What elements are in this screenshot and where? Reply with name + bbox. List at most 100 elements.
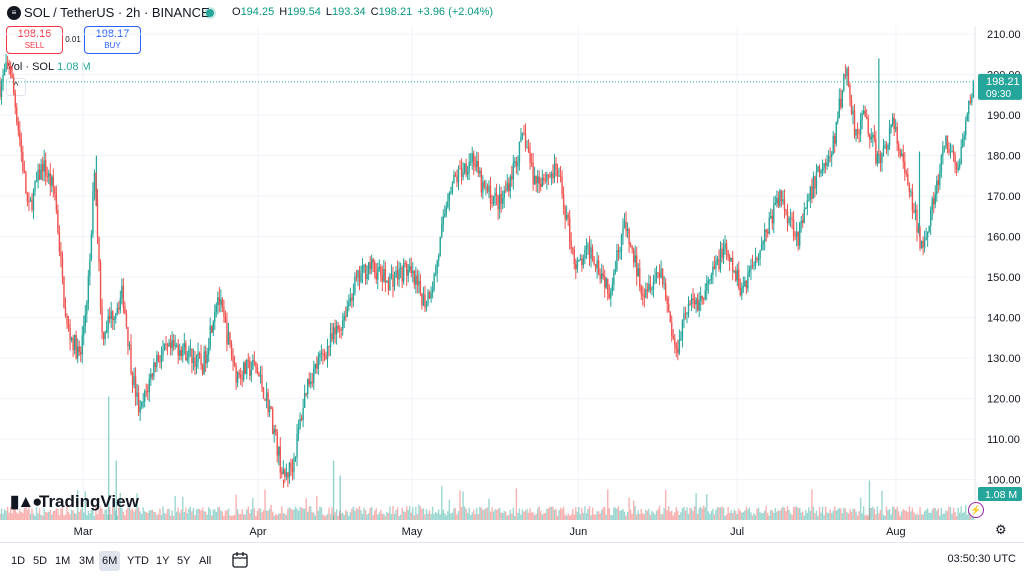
volume-bar (786, 506, 789, 520)
candle-body (261, 375, 263, 389)
volume-bar (3, 509, 6, 520)
timeframe-ytd-button[interactable]: YTD (127, 555, 149, 567)
volume-bar (902, 509, 904, 520)
candle-body (98, 236, 100, 263)
timeframe-5y-button[interactable]: 5Y (177, 555, 191, 567)
candle-body (128, 344, 131, 347)
price-chart[interactable]: 100.00 110.00 120.00 130.00 140.00 150.00 160.… (0, 26, 1024, 520)
volume-bar (558, 510, 560, 520)
candle-body (869, 134, 871, 140)
candle-body (204, 351, 207, 364)
candle-body (300, 418, 303, 420)
timeframe-1d-button[interactable]: 1D (11, 555, 26, 567)
candle-body (530, 162, 533, 164)
candle-body (195, 362, 198, 367)
candle-body (799, 222, 801, 246)
candle-body (267, 392, 269, 412)
candle-body (5, 62, 7, 71)
candle-body (9, 65, 12, 76)
candle-body (776, 197, 778, 204)
candle-body (48, 173, 50, 177)
candle-body (0, 82, 3, 97)
candle-body (351, 297, 353, 301)
candle-body (358, 270, 361, 282)
volume-bar (249, 513, 251, 520)
volume-bar (789, 513, 792, 520)
volume-bar (556, 515, 559, 520)
volume-bar (256, 511, 259, 520)
volume-bar (811, 489, 813, 520)
collapse-chevron-icon[interactable]: ^ (6, 78, 26, 96)
volume-bar (0, 513, 1, 520)
volume-bar (140, 514, 143, 520)
timeframe-5d-button[interactable]: 5D (33, 555, 48, 567)
candle-body (552, 173, 554, 179)
calendar-icon[interactable] (232, 551, 248, 569)
candle-body (570, 241, 572, 249)
candle-body (264, 398, 266, 401)
ohlc-high-label: H (279, 6, 288, 18)
candle-body (794, 236, 796, 237)
volume-bar (389, 506, 391, 520)
candle-body (572, 248, 574, 250)
volume-bar (508, 514, 510, 520)
candle-body (588, 244, 591, 259)
volume-bar (593, 514, 595, 520)
volume-bar (81, 506, 83, 520)
volume-legend[interactable]: Vol · SOL 1.08 M (7, 61, 91, 73)
candle-body (614, 269, 617, 273)
candle-body (846, 68, 848, 77)
candle-body (459, 168, 461, 170)
gear-icon[interactable]: ⚙ (995, 522, 1007, 537)
volume-bar (588, 506, 591, 520)
buy-button[interactable]: 198.17 BUY (84, 26, 141, 54)
volume-bar (246, 509, 248, 520)
volume-bar (648, 508, 650, 520)
timeframe-all-button[interactable]: All (199, 555, 212, 567)
candle-body (348, 302, 350, 307)
candle-body (789, 217, 792, 219)
volume-bar (488, 498, 490, 520)
candle-body (777, 197, 780, 206)
flash-icon[interactable]: ⚡ (968, 502, 984, 518)
volume-bar (958, 512, 961, 520)
volume-bar (171, 510, 173, 520)
volume-bar (597, 511, 600, 520)
volume-bar (669, 511, 671, 520)
timeframe-1m-button[interactable]: 1M (55, 555, 71, 567)
volume-bar (413, 515, 416, 520)
candle-body (239, 374, 242, 379)
sell-button[interactable]: 198.16 SELL (6, 26, 63, 54)
candle-body (677, 348, 679, 353)
timeframe-6m-button[interactable]: 6M (99, 551, 121, 571)
timeframe-1y-button[interactable]: 1Y (156, 555, 170, 567)
candle-body (207, 347, 210, 355)
candle-body (95, 172, 97, 199)
candle-body (696, 298, 699, 311)
volume-bar (20, 512, 23, 520)
candle-body (442, 216, 444, 225)
candle-body (756, 257, 758, 260)
candle-body (797, 231, 799, 246)
symbol-title[interactable]: SOL / TetherUS · 2h · BINANCE (24, 5, 210, 20)
candle-body (288, 462, 291, 478)
volume-bar (649, 514, 652, 520)
utc-clock[interactable]: 03:50:30 UTC (947, 553, 1016, 565)
candle-body (512, 162, 515, 180)
volume-bar (538, 506, 540, 520)
candle-body (942, 146, 944, 156)
volume-bar (191, 511, 193, 520)
volume-bar (693, 506, 696, 520)
candle-body (124, 306, 126, 314)
candle-body (399, 267, 402, 269)
candle-body (338, 329, 341, 331)
volume-bar (69, 514, 71, 520)
volume-bar (607, 489, 609, 520)
candle-body (637, 268, 639, 277)
candle-body (427, 291, 429, 304)
volume-bar (150, 510, 152, 520)
candle-body (949, 151, 952, 153)
timeframe-3m-button[interactable]: 3M (79, 555, 95, 567)
volume-bar (134, 509, 137, 520)
volume-bar (156, 515, 158, 520)
